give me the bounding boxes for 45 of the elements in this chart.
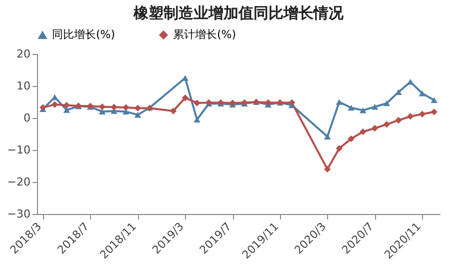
point <box>51 101 58 108</box>
y-tick-label: −20 <box>7 176 30 188</box>
chart-title: 橡塑制造业增加值同比增长情况 <box>132 4 344 22</box>
point <box>407 113 414 120</box>
point <box>336 99 343 105</box>
point <box>360 107 366 114</box>
point <box>110 104 118 110</box>
point <box>430 97 438 103</box>
point <box>134 112 142 118</box>
point <box>182 94 189 102</box>
point <box>407 78 414 85</box>
point <box>170 108 177 114</box>
point <box>98 108 106 115</box>
legend-label: 同比增长(%) <box>52 28 116 42</box>
legend-label: 累计增长(%) <box>173 28 236 41</box>
y-tick-label: 0 <box>24 112 30 124</box>
y-tick-label: 10 <box>16 80 30 92</box>
point <box>430 108 438 116</box>
point <box>194 116 200 123</box>
point <box>324 166 331 173</box>
point <box>371 124 378 132</box>
y-tick-label: −30 <box>7 208 30 220</box>
point <box>63 102 70 109</box>
point <box>371 104 378 110</box>
point <box>288 99 296 106</box>
point <box>336 145 343 152</box>
point <box>348 135 354 142</box>
point <box>134 104 142 112</box>
point <box>395 89 402 95</box>
point <box>194 100 200 106</box>
point <box>418 110 426 118</box>
y-tick-label: 20 <box>16 48 30 60</box>
point <box>418 90 426 96</box>
point <box>51 94 58 100</box>
point <box>122 104 130 111</box>
point <box>264 99 272 106</box>
y-tick-label: −10 <box>7 144 30 156</box>
point <box>395 116 402 124</box>
point <box>63 107 70 113</box>
point <box>98 103 106 110</box>
point <box>360 128 366 136</box>
point <box>348 104 354 111</box>
point <box>383 121 390 128</box>
point <box>324 134 331 140</box>
point <box>383 100 390 106</box>
